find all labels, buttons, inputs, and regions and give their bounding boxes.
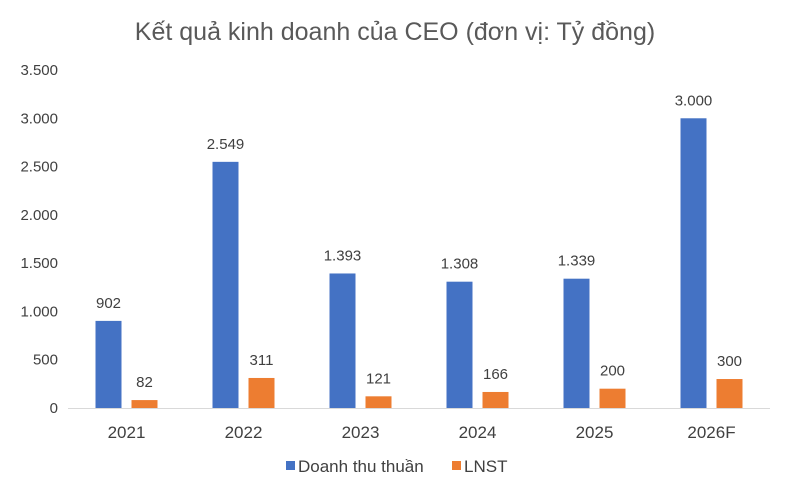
data-label-profit-2023: 121 [366, 370, 391, 387]
bar-profit-2021 [131, 400, 158, 408]
x-tick-label: 2024 [459, 423, 497, 442]
data-label-revenue-2026f: 3.000 [675, 92, 713, 109]
x-tick-label: 2026F [687, 423, 735, 442]
x-tick-label: 2021 [108, 423, 146, 442]
data-label-profit-2021: 82 [136, 374, 153, 391]
bar-revenue-2023 [329, 273, 356, 408]
legend-swatch-profit [452, 461, 461, 470]
x-tick-label: 2023 [342, 423, 380, 442]
x-tick-label: 2025 [576, 423, 614, 442]
data-label-revenue-2021: 902 [96, 295, 121, 312]
bar-revenue-2026f [680, 118, 707, 409]
bar-profit-2024 [482, 391, 509, 408]
y-tick-label: 1.000 [20, 303, 58, 320]
bar-profit-2026f [716, 379, 743, 408]
y-tick-label: 2.500 [20, 159, 58, 176]
bar-revenue-2022 [212, 161, 239, 408]
data-label-profit-2024: 166 [483, 366, 508, 383]
bar-profit-2023 [365, 396, 392, 408]
y-tick-label: 3.500 [20, 62, 58, 79]
data-label-revenue-2023: 1.393 [324, 247, 362, 264]
y-tick-label: 3.000 [20, 110, 58, 127]
chart-title: Kết quả kinh doanh của CEO (đơn vị: Tỷ đ… [135, 18, 655, 46]
data-label-revenue-2022: 2.549 [207, 136, 245, 153]
bar-revenue-2024 [446, 281, 473, 408]
x-axis: 2021 2022 2023 2024 2025 2026F [68, 408, 770, 442]
data-labels: 902 82 2.549 311 1.393 121 1.308 166 1.339 200 3.0… [96, 92, 742, 391]
data-label-revenue-2024: 1.308 [441, 256, 479, 273]
bar-profit-2025 [599, 388, 626, 408]
bars [95, 118, 743, 409]
y-axis: 0 500 1.000 1.500 2.000 2.500 3.000 3.500 [20, 62, 58, 417]
legend-swatch-revenue [286, 461, 295, 470]
legend: Doanh thu thuần LNST [286, 457, 507, 476]
bar-profit-2022 [248, 377, 275, 408]
data-label-revenue-2025: 1.339 [558, 253, 596, 270]
y-tick-label: 1.500 [20, 255, 58, 272]
bar-revenue-2025 [563, 278, 590, 408]
data-label-profit-2022: 311 [250, 352, 274, 369]
legend-label-revenue: Doanh thu thuần [298, 457, 424, 476]
y-tick-label: 500 [33, 352, 58, 369]
bar-revenue-2021 [95, 320, 122, 408]
data-label-profit-2026f: 300 [717, 353, 742, 370]
x-tick-label: 2022 [225, 423, 263, 442]
y-tick-label: 2.000 [20, 207, 58, 224]
data-label-profit-2025: 200 [600, 363, 625, 380]
y-tick-label: 0 [50, 400, 58, 417]
legend-label-profit: LNST [464, 457, 507, 476]
